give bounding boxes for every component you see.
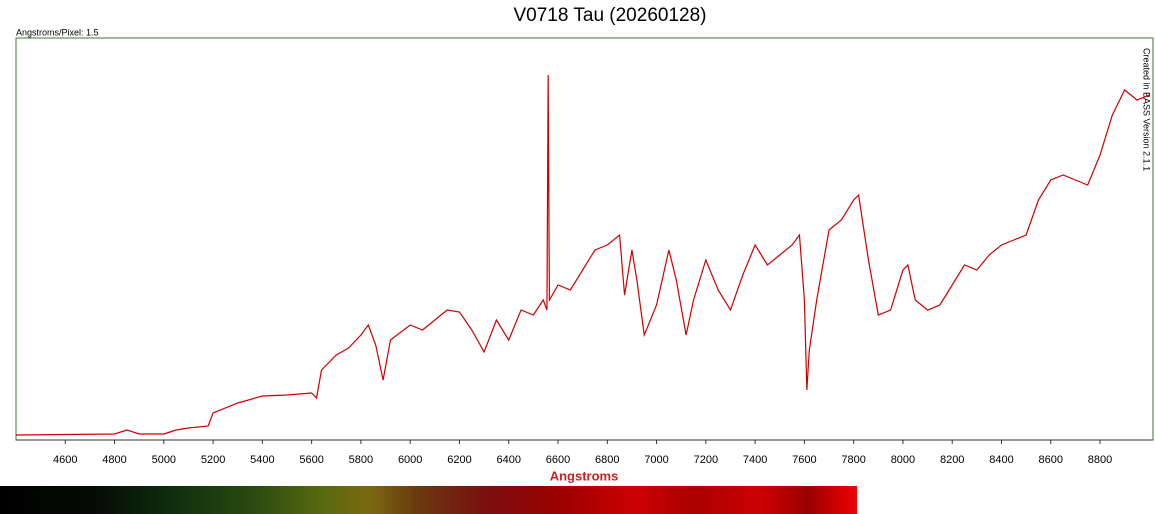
x-axis-label: Angstroms — [550, 468, 619, 483]
x-tick-label: 6400 — [496, 454, 520, 466]
x-tick-label: 7400 — [743, 454, 767, 466]
x-tick-label: 7200 — [694, 454, 718, 466]
x-tick-label: 5000 — [152, 454, 176, 466]
x-tick-label: 5800 — [349, 454, 373, 466]
chart: V0718 Tau (20260128) Angstroms/Pixel: 1.… — [15, 5, 1154, 483]
x-tick-label: 5200 — [201, 454, 225, 466]
spectrum-line — [15, 74, 1150, 436]
x-tick-label: 5600 — [299, 454, 323, 466]
spectrum-strip — [0, 486, 1155, 514]
x-tick-label: 6000 — [398, 454, 422, 466]
x-tick-label: 4600 — [53, 454, 77, 466]
subtitle: Angstroms/Pixel: 1.5 — [16, 27, 99, 37]
x-tick-label: 8200 — [940, 454, 964, 466]
x-tick-label: 6600 — [546, 454, 570, 466]
x-tick-label: 7000 — [644, 454, 668, 466]
x-tick-label: 6800 — [595, 454, 619, 466]
chart-title: V0718 Tau (20260128) — [514, 5, 707, 26]
x-tick-label: 8600 — [1039, 454, 1063, 466]
x-tick-label: 8000 — [891, 454, 915, 466]
annotation: Created in BASS Version 2.1.1 — [1142, 48, 1152, 171]
x-tick-label: 8400 — [989, 454, 1013, 466]
x-tick-label: 7800 — [841, 454, 865, 466]
x-tick-label: 7600 — [792, 454, 816, 466]
x-tick-label: 4800 — [102, 454, 126, 466]
x-tick-label: 5400 — [250, 454, 274, 466]
x-tick-label: 6200 — [447, 454, 471, 466]
x-tick-label: 8800 — [1088, 454, 1112, 466]
plot-frame — [15, 37, 1154, 441]
